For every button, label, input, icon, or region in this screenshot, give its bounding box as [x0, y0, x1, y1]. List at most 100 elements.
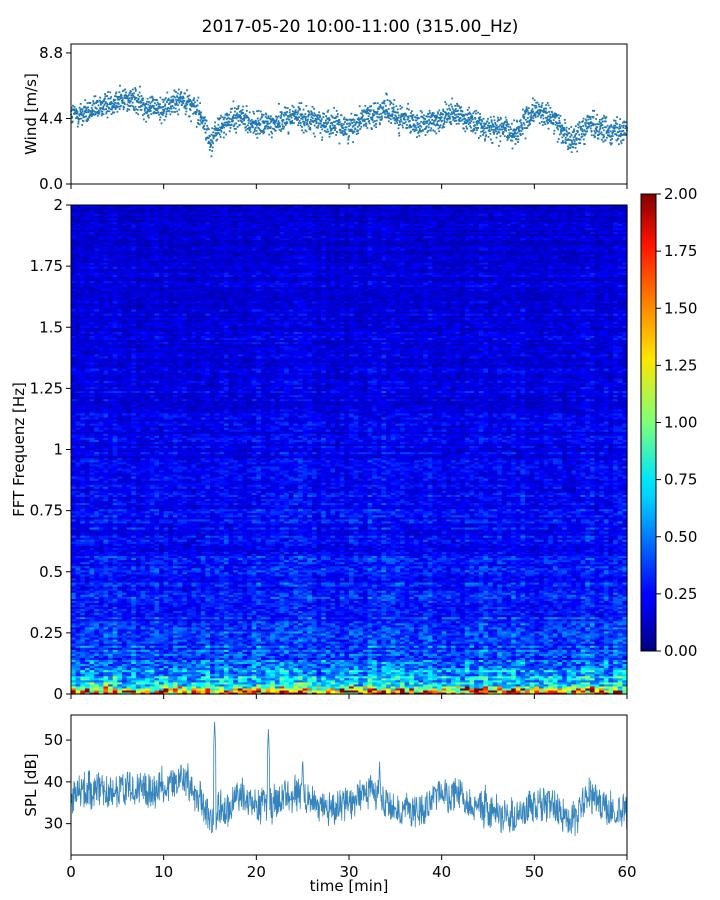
wind-point — [293, 106, 295, 108]
wind-point — [371, 128, 373, 130]
wind-point — [352, 141, 354, 143]
wind-point — [223, 137, 225, 139]
wind-point — [609, 126, 611, 128]
wind-point — [427, 113, 429, 115]
wind-point — [576, 143, 578, 145]
wind-point — [523, 114, 525, 116]
wind-point — [578, 124, 580, 126]
wind-point — [195, 113, 197, 115]
wind-point — [123, 108, 125, 110]
wind-point — [595, 124, 597, 126]
wind-point — [535, 116, 537, 118]
wind-point — [594, 136, 596, 138]
wind-point — [77, 126, 79, 128]
wind-point — [143, 119, 145, 121]
wind-point — [451, 98, 453, 100]
wind-point — [303, 109, 305, 111]
wind-point — [80, 103, 82, 105]
wind-point — [301, 126, 303, 128]
wind-point — [245, 129, 247, 131]
wind-point — [418, 117, 420, 119]
wind-point — [580, 126, 582, 128]
wind-point — [214, 122, 216, 124]
wind-point — [368, 115, 370, 117]
wind-point — [396, 122, 398, 124]
wind-point — [301, 130, 303, 132]
wind-point — [252, 127, 254, 129]
wind-point — [450, 104, 452, 106]
wind-point — [237, 108, 239, 110]
wind-point — [235, 132, 237, 134]
wind-point — [507, 126, 509, 128]
wind-point — [408, 117, 410, 119]
wind-point — [319, 116, 321, 118]
wind-point — [474, 118, 476, 120]
wind-ytick-label: 4.4 — [39, 109, 63, 127]
wind-point — [135, 88, 137, 90]
wind-point — [196, 109, 198, 111]
wind-point — [591, 134, 593, 136]
wind-point — [99, 100, 101, 102]
wind-point — [455, 108, 457, 110]
wind-point — [137, 94, 139, 96]
wind-point — [370, 109, 372, 111]
wind-point — [531, 104, 533, 106]
wind-point — [169, 111, 171, 113]
wind-point — [96, 108, 98, 110]
wind-point — [561, 125, 563, 127]
wind-point — [435, 118, 437, 120]
wind-point — [370, 117, 372, 119]
wind-point — [148, 114, 150, 116]
wind-point — [210, 144, 212, 146]
wind-point — [255, 127, 257, 129]
wind-point — [87, 102, 89, 104]
wind-point — [419, 128, 421, 130]
wind-point — [455, 120, 457, 122]
wind-point — [130, 91, 132, 93]
wind-point — [135, 106, 137, 108]
wind-point — [146, 111, 148, 113]
wind-point — [401, 107, 403, 109]
wind-point — [564, 133, 566, 135]
wind-point — [174, 90, 176, 92]
wind-point — [330, 133, 332, 135]
wind-point — [606, 116, 608, 118]
wind-point — [285, 114, 287, 116]
wind-point — [434, 131, 436, 133]
wind-point — [200, 113, 202, 115]
wind-point — [481, 122, 483, 124]
wind-point — [92, 100, 94, 102]
wind-point — [184, 93, 186, 95]
wind-point — [261, 114, 263, 116]
wind-point — [586, 120, 588, 122]
wind-point — [346, 133, 348, 135]
wind-point — [598, 138, 600, 140]
wind-point — [231, 124, 233, 126]
wind-point — [211, 127, 213, 129]
wind-point — [88, 111, 90, 113]
wind-point — [397, 112, 399, 114]
wind-point — [219, 117, 221, 119]
wind-point — [222, 116, 224, 118]
wind-point — [516, 139, 518, 141]
wind-point — [612, 135, 614, 137]
wind-point — [310, 129, 312, 131]
wind-point — [100, 104, 102, 106]
wind-point — [530, 118, 532, 120]
wind-point — [548, 105, 550, 107]
wind-point — [542, 102, 544, 104]
wind-point — [276, 118, 278, 120]
wind-point — [582, 120, 584, 122]
wind-point — [252, 125, 254, 127]
wind-point — [568, 128, 570, 130]
wind-point — [573, 131, 575, 133]
wind-point — [560, 131, 562, 133]
wind-point — [199, 102, 201, 104]
wind-point — [249, 111, 251, 113]
wind-point — [375, 123, 377, 125]
wind-point — [443, 126, 445, 128]
wind-point — [88, 109, 90, 111]
wind-point — [242, 109, 244, 111]
wind-point — [169, 113, 171, 115]
